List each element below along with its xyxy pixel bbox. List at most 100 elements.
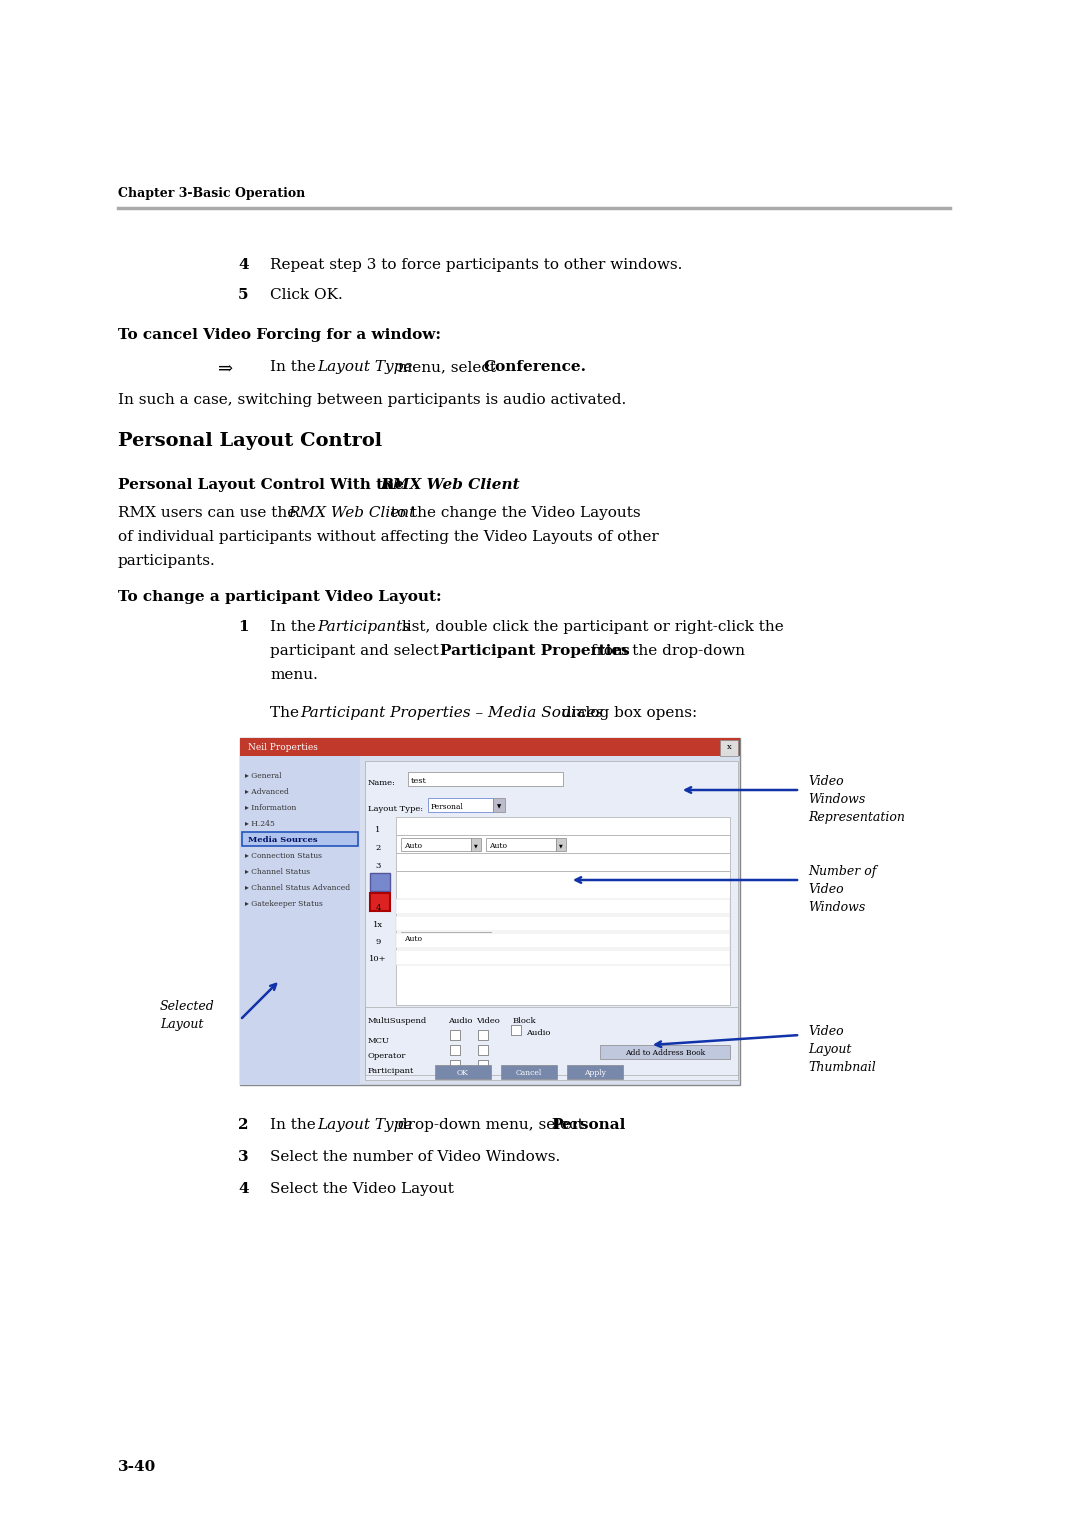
Text: test: test xyxy=(411,778,427,785)
Text: participants.: participants. xyxy=(118,555,216,568)
Text: Personal: Personal xyxy=(551,1118,625,1132)
Bar xyxy=(478,1030,488,1041)
Bar xyxy=(396,817,730,834)
Text: Auto: Auto xyxy=(404,935,422,943)
Bar xyxy=(396,898,730,914)
Text: 2: 2 xyxy=(376,843,380,853)
Text: to the change the Video Layouts: to the change the Video Layouts xyxy=(386,506,640,520)
Text: Layout Type: Layout Type xyxy=(318,1118,413,1132)
Bar xyxy=(511,1025,521,1034)
Bar xyxy=(478,1045,488,1054)
Text: Number of: Number of xyxy=(808,865,876,879)
Text: Conference.: Conference. xyxy=(483,361,586,374)
Text: Video: Video xyxy=(808,775,843,788)
Bar xyxy=(481,932,491,944)
Text: ▸ Gatekeeper Status: ▸ Gatekeeper Status xyxy=(245,900,323,908)
Text: ▸ Channel Status Advanced: ▸ Channel Status Advanced xyxy=(245,885,350,892)
Bar xyxy=(450,1045,460,1054)
Bar xyxy=(396,853,730,871)
Text: Operator: Operator xyxy=(368,1051,406,1060)
Text: Cancel: Cancel xyxy=(516,1070,542,1077)
Text: Video: Video xyxy=(476,1018,500,1025)
Bar xyxy=(450,1030,460,1041)
Text: RMX users can use the: RMX users can use the xyxy=(118,506,301,520)
Text: Windows: Windows xyxy=(808,793,865,805)
Text: 1: 1 xyxy=(238,620,248,634)
Text: MCU: MCU xyxy=(368,1038,390,1045)
Text: Repeat step 3 to force participants to other windows.: Repeat step 3 to force participants to o… xyxy=(270,258,683,272)
Text: participant and select: participant and select xyxy=(270,643,444,659)
Text: The: The xyxy=(270,706,303,720)
Text: 4: 4 xyxy=(238,1183,248,1196)
Bar xyxy=(600,1045,730,1059)
Bar xyxy=(450,1060,460,1070)
Text: Add to Address Book: Add to Address Book xyxy=(625,1050,705,1057)
Text: ⇒: ⇒ xyxy=(218,361,233,377)
Bar xyxy=(370,892,390,911)
Text: ▼: ▼ xyxy=(559,843,563,848)
Text: x: x xyxy=(727,743,731,750)
Text: Audio: Audio xyxy=(526,1028,551,1038)
Text: of individual participants without affecting the Video Layouts of other: of individual participants without affec… xyxy=(118,530,659,544)
Text: 10+: 10+ xyxy=(369,955,387,963)
Text: Video: Video xyxy=(808,1025,843,1038)
Text: Representation: Representation xyxy=(808,811,905,824)
Text: Layout Type: Layout Type xyxy=(318,361,413,374)
Text: Video: Video xyxy=(808,883,843,895)
Text: 2: 2 xyxy=(238,1118,248,1132)
Text: 4: 4 xyxy=(375,905,381,912)
Text: menu, select: menu, select xyxy=(393,361,501,374)
Bar xyxy=(478,1060,488,1070)
Text: 1x: 1x xyxy=(373,921,383,929)
Text: RMX Web Client: RMX Web Client xyxy=(380,478,519,492)
Bar xyxy=(365,761,738,1080)
Text: Auto: Auto xyxy=(404,842,422,850)
Text: OK: OK xyxy=(457,1070,469,1077)
Text: RMX Web Client: RMX Web Client xyxy=(288,506,415,520)
Text: 3: 3 xyxy=(376,862,380,869)
Text: 3-40: 3-40 xyxy=(118,1459,157,1475)
Bar xyxy=(492,798,505,811)
Text: ▸ General: ▸ General xyxy=(245,772,282,779)
Bar xyxy=(567,1065,623,1079)
Text: Name:: Name: xyxy=(368,779,396,787)
Bar xyxy=(428,798,492,811)
Bar xyxy=(240,756,360,1085)
Bar xyxy=(401,837,471,851)
Text: In the: In the xyxy=(270,620,321,634)
Text: Chapter 3-Basic Operation: Chapter 3-Basic Operation xyxy=(118,186,306,200)
Bar xyxy=(370,872,390,891)
Text: To cancel Video Forcing for a window:: To cancel Video Forcing for a window: xyxy=(118,329,441,342)
Text: Windows: Windows xyxy=(808,902,865,914)
Text: In such a case, switching between participants is audio activated.: In such a case, switching between partic… xyxy=(118,393,626,406)
Text: Personal Layout Control: Personal Layout Control xyxy=(118,432,382,451)
Text: Selected: Selected xyxy=(160,999,215,1013)
Text: Thumbnail: Thumbnail xyxy=(808,1060,876,1074)
Bar xyxy=(435,1065,491,1079)
Text: Participants: Participants xyxy=(318,620,410,634)
Text: In the: In the xyxy=(270,1118,321,1132)
Text: 4: 4 xyxy=(238,258,248,272)
Text: ▼: ▼ xyxy=(497,805,501,810)
Bar xyxy=(242,833,357,847)
Text: Layout: Layout xyxy=(808,1044,851,1056)
Bar xyxy=(501,1065,557,1079)
Bar xyxy=(471,837,481,851)
Text: from the drop-down: from the drop-down xyxy=(586,643,745,659)
Bar xyxy=(240,738,740,1085)
Text: ▸ Information: ▸ Information xyxy=(245,804,296,811)
Text: Media Sources: Media Sources xyxy=(248,836,318,843)
Bar xyxy=(396,934,730,947)
Bar xyxy=(365,1007,738,1076)
Text: Personal: Personal xyxy=(431,804,464,811)
Text: dialog box opens:: dialog box opens: xyxy=(557,706,698,720)
Text: 5: 5 xyxy=(238,287,248,303)
Text: ▸ Advanced: ▸ Advanced xyxy=(245,788,288,796)
Text: ▸ Channel Status: ▸ Channel Status xyxy=(245,868,310,876)
Bar xyxy=(396,871,730,1005)
Bar xyxy=(396,950,730,966)
Text: ▸ Connection Status: ▸ Connection Status xyxy=(245,853,322,860)
Text: Participant Properties: Participant Properties xyxy=(440,643,630,659)
Text: 3: 3 xyxy=(238,1151,248,1164)
Bar xyxy=(486,837,556,851)
